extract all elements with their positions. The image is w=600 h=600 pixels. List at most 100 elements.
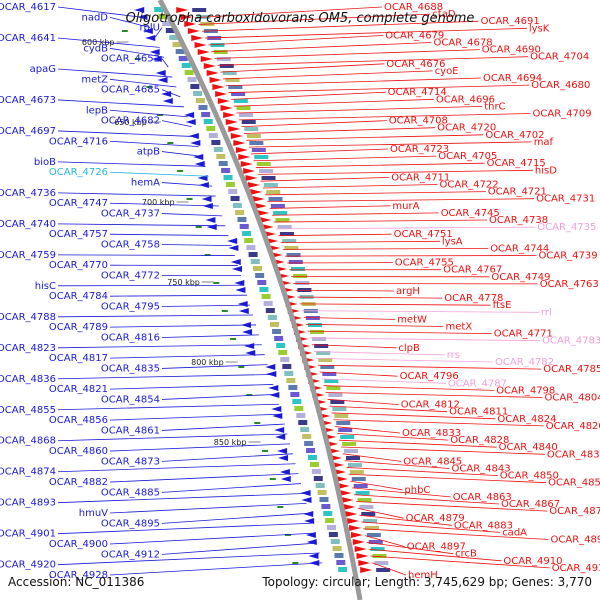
gene-label[interactable]: OCAR_4890	[551, 535, 600, 546]
gene-label[interactable]: crcB	[455, 549, 477, 560]
gene-label[interactable]: OCAR_4772	[101, 271, 160, 282]
gene-label[interactable]: OCAR_4817	[49, 353, 108, 364]
gene-label[interactable]: OCAR_4680	[531, 80, 590, 91]
gene-label[interactable]: OCAR_4617	[0, 2, 56, 13]
gene-label[interactable]: OCAR_4840	[499, 442, 558, 453]
gene-label[interactable]: lysA	[442, 236, 463, 247]
gene-label[interactable]: OCAR_4812	[401, 400, 460, 411]
gene-label[interactable]: OCAR_4860	[49, 446, 108, 457]
gene-label[interactable]: OCAR_4751	[394, 229, 453, 240]
gene-label[interactable]: rrs	[447, 350, 460, 361]
gene-labels[interactable]: OCAR_4617 nadD rplU OCAR_4641 cydBOCAR_4652a…	[0, 2, 600, 581]
gene-label[interactable]: OCAR_4759	[0, 250, 56, 261]
gene-label[interactable]: rplU	[139, 23, 160, 34]
gene-label[interactable]: OCAR_4747	[49, 198, 108, 209]
gene-label[interactable]: OCAR_4868	[0, 436, 56, 447]
gene-label[interactable]: rrl	[541, 307, 552, 318]
gene-label[interactable]: OCAR_4798	[496, 385, 555, 396]
gene-label[interactable]: OCAR_4920	[0, 560, 56, 571]
gene-label[interactable]: OCAR_4731	[536, 194, 595, 205]
gene-label[interactable]: thrC	[484, 101, 505, 112]
gene-label[interactable]: OCAR_4850	[500, 471, 559, 482]
gene-label[interactable]: OCAR_4673	[0, 95, 56, 106]
gene-label[interactable]: OCAR_4716	[49, 136, 108, 147]
gene-label[interactable]: OCAR_4782	[495, 357, 554, 368]
gene-label[interactable]: OCAR_4696	[436, 94, 495, 105]
gene-label[interactable]: ctaD	[432, 9, 456, 20]
gene-label[interactable]: OCAR_4897	[407, 542, 466, 553]
gene-label[interactable]: OCAR_4771	[494, 329, 553, 340]
gene-label[interactable]: OCAR_4763	[540, 279, 599, 290]
gene-label[interactable]: OCAR_4735	[537, 222, 596, 233]
gene-label[interactable]: OCAR_4690	[482, 45, 541, 56]
gene-label[interactable]: OCAR_4811	[449, 407, 508, 418]
gene-label[interactable]: OCAR_4833	[402, 428, 461, 439]
gene-label[interactable]: hisD	[535, 165, 557, 176]
gene-label[interactable]: OCAR_4691	[481, 16, 540, 27]
gene-label[interactable]: OCAR_4736	[0, 188, 56, 199]
gene-label[interactable]: OCAR_4688	[384, 2, 443, 13]
gene-label[interactable]: murA	[392, 201, 419, 212]
gene-label[interactable]: OCAR_4708	[389, 116, 448, 127]
gene-label[interactable]: OCAR_4744	[490, 243, 549, 254]
gene-label[interactable]: OCAR_4853	[548, 478, 600, 489]
gene-label[interactable]: hemH	[408, 570, 438, 581]
gene-label[interactable]: clpB	[398, 343, 420, 354]
gene-label[interactable]: OCAR_4871	[549, 506, 600, 517]
gene-label[interactable]: OCAR_4816	[101, 332, 160, 343]
gene-label[interactable]: OCAR_4723	[390, 144, 449, 155]
gene-label[interactable]: OCAR_4749	[491, 272, 550, 283]
gene-label[interactable]: OCAR_4787	[448, 378, 507, 389]
gene-label[interactable]: OCAR_4737	[101, 209, 160, 220]
gene-label[interactable]: cyoE	[435, 66, 459, 77]
gene-label[interactable]: OCAR_4705	[438, 151, 497, 162]
gene-label[interactable]: OCAR_4789	[49, 322, 108, 333]
gene-label[interactable]: OCAR_4796	[400, 371, 459, 382]
gene-label[interactable]: hmuV	[79, 508, 108, 519]
gene-label[interactable]: OCAR_4873	[101, 456, 160, 467]
gene-label[interactable]: argH	[396, 286, 420, 297]
gene-label[interactable]: OCAR_4745	[441, 208, 500, 219]
gene-label[interactable]: apaG	[30, 64, 56, 75]
gene-label[interactable]: OCAR_4682	[101, 116, 160, 127]
gene-label[interactable]: OCAR_4715	[487, 158, 546, 169]
gene-label[interactable]: OCAR_4652	[101, 54, 160, 65]
gene-label[interactable]: hisC	[35, 281, 56, 292]
gene-label[interactable]: OCAR_4721	[488, 187, 547, 198]
gene-label[interactable]: hemA	[131, 178, 160, 189]
gene-label[interactable]: OCAR_4912	[101, 549, 160, 560]
gene-label[interactable]: OCAR_4778	[444, 293, 503, 304]
gene-label[interactable]: OCAR_4720	[437, 123, 496, 134]
gene-label[interactable]: OCAR_4893	[0, 498, 56, 509]
gene-label[interactable]: OCAR_4856	[49, 415, 108, 426]
gene-label[interactable]: OCAR_4882	[49, 477, 108, 488]
gene-label[interactable]: OCAR_4726	[49, 167, 108, 178]
gene-label[interactable]: OCAR_4820	[546, 421, 600, 432]
gene-label[interactable]: phbC	[404, 485, 430, 496]
gene-label[interactable]: OCAR_4709	[533, 109, 592, 120]
gene-label[interactable]: lysK	[529, 23, 550, 34]
gene-label[interactable]: OCAR_4788	[0, 312, 56, 323]
gene-label[interactable]: OCAR_4757	[49, 229, 108, 240]
gene-label[interactable]: OCAR_4785	[543, 364, 600, 375]
gene-label[interactable]: OCAR_4879	[406, 513, 465, 524]
gene-label[interactable]: OCAR_4895	[101, 518, 160, 529]
gene-label[interactable]: cydB	[83, 43, 108, 54]
gene-label[interactable]: metW	[397, 314, 427, 325]
gene-label[interactable]: OCAR_4843	[452, 464, 511, 475]
gene-label[interactable]: OCAR_4863	[453, 492, 512, 503]
gene-label[interactable]: OCAR_4795	[101, 301, 160, 312]
gene-label[interactable]: OCAR_4767	[443, 265, 502, 276]
gene-label[interactable]: OCAR_4694	[483, 73, 542, 84]
gene-label[interactable]: OCAR_4739	[539, 251, 598, 262]
gene-label[interactable]: metX	[446, 322, 473, 333]
gene-label[interactable]: OCAR_4755	[395, 258, 454, 269]
gene-label[interactable]: OCAR_4804	[545, 393, 600, 404]
gene-label[interactable]: OCAR_4845	[403, 456, 462, 467]
gene-label[interactable]: OCAR_4900	[49, 539, 108, 550]
gene-label[interactable]: OCAR_4676	[386, 59, 445, 70]
gene-label[interactable]: metZ	[81, 74, 108, 85]
gene-label[interactable]: OCAR_4678	[434, 38, 493, 49]
gene-label[interactable]: OCAR_4714	[388, 87, 447, 98]
gene-label[interactable]: OCAR_4704	[530, 52, 589, 63]
